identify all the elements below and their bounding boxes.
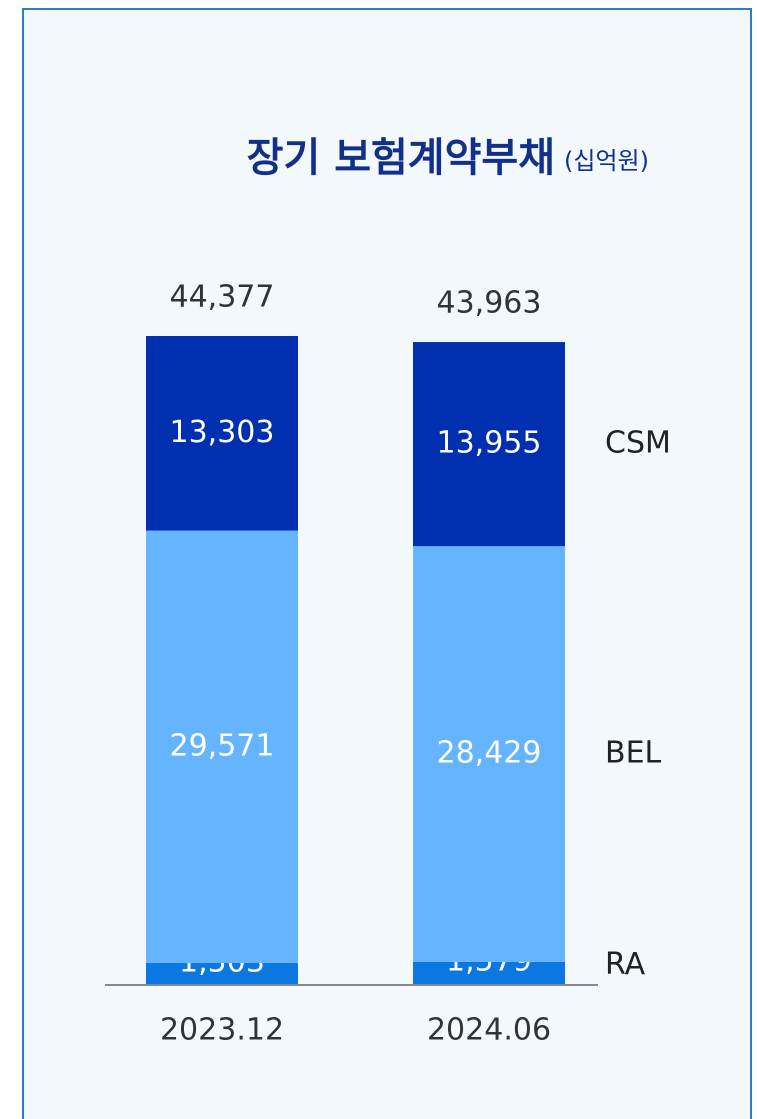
value-label: 29,571 [170,728,275,763]
value-label: 13,955 [437,426,542,461]
value-label: 28,429 [437,736,542,771]
x-tick-label: 2024.06 [427,1013,551,1048]
legend-label: BEL [605,736,662,771]
chart-subtitle: (십억원) [564,147,649,175]
x-tick-label: 2023.12 [160,1013,284,1048]
total-label: 43,963 [437,286,542,321]
value-label: 13,303 [170,415,275,450]
bar-segment [146,963,298,985]
bar-segment [413,546,565,962]
chart-title: 장기 보험계약부채 [247,135,555,181]
bar-segment [146,336,298,531]
bar-segment [413,961,565,985]
legend-label: CSM [605,426,671,461]
total-label: 44,377 [170,280,275,315]
bar-segment [413,342,565,547]
bar-segment [146,530,298,964]
legend-label: RA [605,947,646,982]
frame [22,8,752,1119]
